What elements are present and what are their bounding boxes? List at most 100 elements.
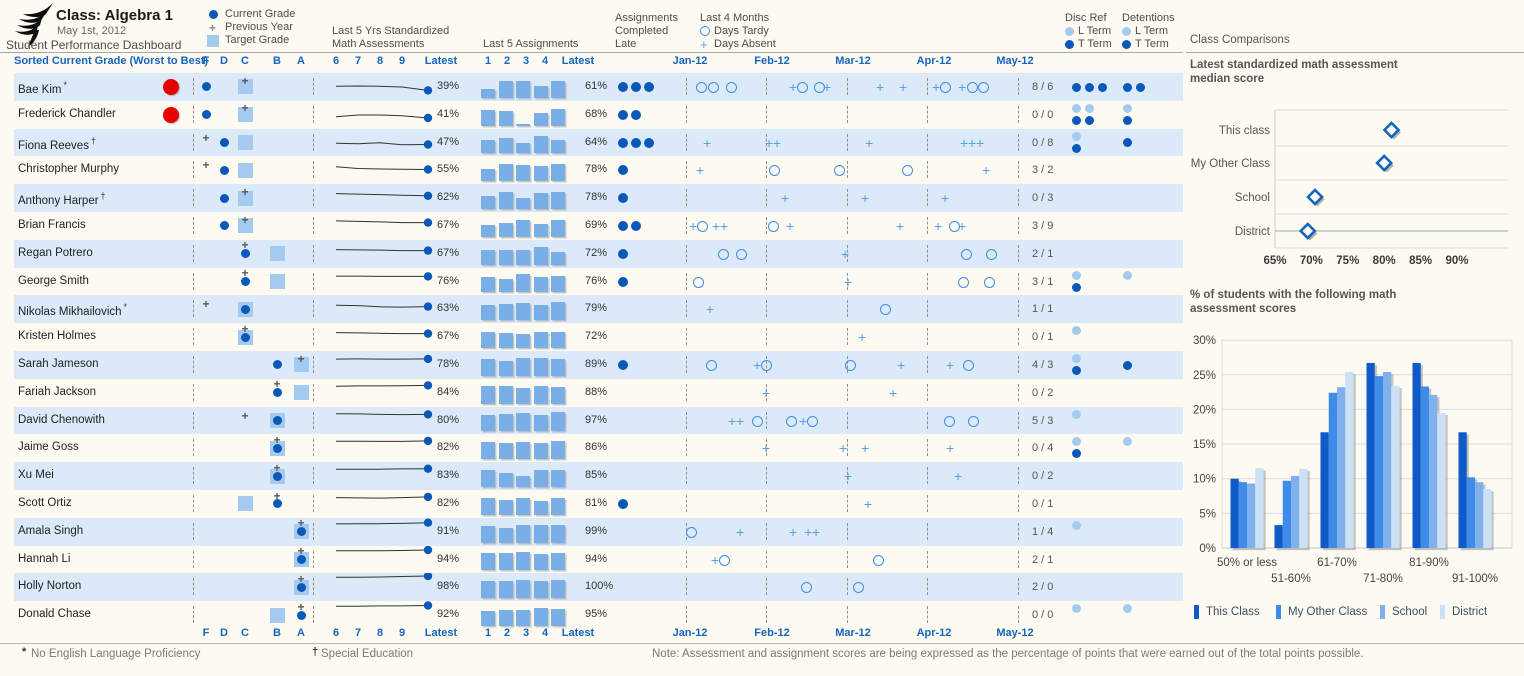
absent-mark: + (762, 440, 771, 457)
column-separator (1018, 161, 1019, 179)
student-row[interactable]: Scott Ortiz + 82% 81% +0 / 1 (14, 490, 1183, 518)
assignment-latest-value: 88% (585, 385, 608, 398)
student-row[interactable]: Xu Mei + 83% 85% + +0 / 2 (14, 462, 1183, 490)
assignment-bar (516, 80, 530, 98)
column-separator (193, 439, 194, 457)
assignment-bars (481, 268, 571, 296)
absent-mark: + (696, 162, 705, 179)
assignment-bar (481, 169, 495, 182)
student-name: Xu Mei (18, 469, 54, 482)
student-row[interactable]: Kristen Holmes + 67% 72% +0 / 1 (14, 323, 1183, 351)
absent-mark: + (932, 79, 941, 95)
late-assignment-dot (618, 248, 628, 259)
assignments-header: Last 5 Assignments (483, 38, 579, 50)
tardy-mark (717, 248, 729, 260)
student-name: Christopher Murphy (18, 163, 119, 176)
student-row[interactable]: Regan Potrero + 67% 72% +2 / 1 (14, 239, 1183, 268)
student-row[interactable]: Anthony Harper † + 62% 78% + + +0 / 3 (14, 184, 1183, 212)
column-separator (927, 356, 928, 373)
late-assignment-dot (618, 193, 628, 204)
absent-mark: + (861, 190, 870, 207)
absent-mark: + (861, 440, 870, 457)
assignment-bar (516, 387, 530, 404)
assignment-latest-value: 89% (585, 358, 608, 370)
student-row[interactable]: Sarah Jameson + 78% 89% + + +4 / 3 (14, 351, 1183, 379)
column-separator (766, 244, 767, 262)
disc-ref-tterm-dot (1085, 82, 1094, 92)
svg-text:5%: 5% (1199, 508, 1216, 520)
tardy-mark (705, 360, 717, 371)
sort-control[interactable]: Sorted Current Grade (Worst to Best) (14, 55, 209, 67)
student-row[interactable]: Hannah Li + 94% 94% +2 / 1 (14, 545, 1183, 574)
previous-year-mark: + (297, 351, 305, 366)
assignment-bars (481, 462, 571, 490)
disc-ref-lterm-dot (1072, 103, 1081, 113)
current-grade-mark (296, 610, 306, 620)
student-row[interactable]: Fiona Reeves † + 47% 64% + + + + + + +0 / 8 (14, 128, 1183, 157)
month-axis-Jan-12: Jan-12 (672, 627, 708, 639)
student-row[interactable]: David Chenowith + 80% 97% + + +5 / 3 (14, 406, 1183, 435)
column-separator (313, 356, 314, 373)
previous-year-mark: + (241, 408, 249, 423)
absent-mark: + (773, 134, 782, 151)
assignment-bar (498, 111, 513, 126)
column-separator (686, 411, 687, 429)
tardy-mark (939, 82, 951, 93)
student-row[interactable]: Donald Chase + 92% 95% 0 / 0 (14, 601, 1183, 629)
column-separator (847, 133, 848, 151)
absent-mark: + (804, 523, 813, 540)
median-score-chart[interactable]: This class My Other Class School District 65… (1186, 96, 1524, 281)
assignment-bar (516, 334, 530, 348)
assignment-latest-value: 78% (585, 163, 608, 176)
student-row[interactable]: Fariah Jackson + 84% 88% + +0 / 2 (14, 378, 1183, 407)
assignment-latest-value: 64% (585, 135, 608, 148)
current-grade-mark (201, 110, 211, 120)
column-separator (847, 272, 848, 290)
column-separator (766, 217, 767, 234)
legend-swatch-icon (1276, 605, 1281, 619)
previous-year-mark: + (273, 460, 281, 475)
column-separator (193, 189, 194, 207)
student-row[interactable]: Nikolas Mikhailovich * + 63% 79% +1 / 1 (14, 295, 1183, 324)
grade-axis-B: B (273, 55, 281, 67)
assessment-sparkline (335, 518, 433, 527)
column-separator (1018, 467, 1019, 485)
column-separator (847, 383, 848, 401)
column-separator (686, 217, 687, 234)
tardy-mark (735, 248, 747, 260)
class-title: Class: Algebra 1 (56, 7, 173, 24)
student-row[interactable]: Holly Norton + 98% 100% 2 / 0 (14, 573, 1183, 602)
assessment-latest-value: 62% (437, 191, 460, 204)
tardy-mark (948, 221, 960, 232)
assessment-sparkline (335, 85, 433, 95)
previous-year-mark: + (241, 321, 249, 336)
assignment-axis-4: 4 (541, 627, 549, 639)
previous-year-mark: + (273, 432, 281, 447)
student-row[interactable]: Jaime Goss + 82% 86% + + + +0 / 4 (14, 434, 1183, 462)
current-grade-mark (272, 471, 282, 481)
column-separator (1018, 550, 1019, 568)
column-separator (313, 411, 314, 429)
assignment-bar (481, 224, 495, 237)
score-distribution-chart[interactable]: 0% 5% 10% 15% 20% 25% 30% 50% or less 51-60% 61-7… (1186, 326, 1524, 591)
assignment-bar (551, 524, 565, 543)
student-row[interactable]: Frederick Chandler + 41% 68% 0 / 0 (14, 101, 1183, 129)
year-axis-9: 9 (398, 55, 406, 67)
previous-year-mark: + (202, 297, 210, 312)
column-separator (1018, 272, 1019, 290)
year-axis-6: 6 (332, 55, 340, 67)
assignment-bar (533, 581, 548, 599)
student-row[interactable]: Amala Singh + 91% 99% + + + +1 / 4 (14, 517, 1183, 546)
student-row[interactable]: Christopher Murphy + 55% 78% + +3 / 2 (14, 156, 1183, 184)
student-row[interactable]: Brian Francis + 67% 69% + + + + + + +3 / 9 (14, 212, 1183, 240)
student-row[interactable]: Bae Kim * + 39% 61% + + + + + +8 / 6 (14, 73, 1183, 101)
absent-mark: + (706, 301, 715, 318)
student-name: Amala Singh (18, 524, 84, 537)
student-row[interactable]: George Smith + 76% 76% +3 / 1 (14, 267, 1183, 296)
footer-divider (0, 643, 1524, 644)
assignment-latest-value: 79% (585, 302, 608, 315)
tardy-mark (813, 82, 825, 93)
column-separator (766, 189, 767, 207)
grade-axis-D: D (220, 55, 228, 67)
target-grade-mark (237, 496, 253, 512)
